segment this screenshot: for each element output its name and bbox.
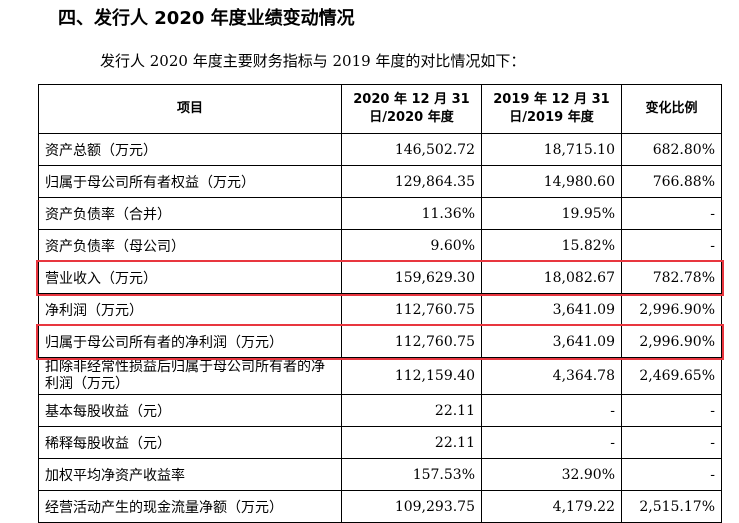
table-row: 归属于母公司所有者权益（万元） 129,864.35 14,980.60 766… [38,165,722,198]
row-item: 营业收入（万元） [38,261,342,294]
row-change: - [621,426,722,459]
row-2019-value: 4,364.78 [481,357,622,395]
row-2020-value: 112,159.40 [341,357,482,395]
row-change: - [621,458,722,491]
row-item: 经营活动产生的现金流量净额（万元） [38,490,342,523]
row-2019-value: 32.90% [481,458,622,491]
row-item: 加权平均净资产收益率 [38,458,342,491]
table-row: 加权平均净资产收益率 157.53% 32.90% - [38,458,722,491]
row-2020-value: 9.60% [341,229,482,262]
row-2020-value: 157.53% [341,458,482,491]
header-2019: 2019 年 12 月 31 日/2019 年度 [481,84,622,134]
row-change: - [621,197,722,230]
row-2019-value: 18,715.10 [481,133,622,166]
row-item: 稀释每股收益（元） [38,426,342,459]
row-item: 资产负债率（合并） [38,197,342,230]
row-2020-value: 159,629.30 [341,261,482,294]
row-2020-value: 22.11 [341,394,482,427]
row-2019-value: - [481,426,622,459]
row-change: 2,515.17% [621,490,722,523]
row-2020-value: 112,760.75 [341,293,482,326]
row-change: - [621,394,722,427]
row-2019-value: 15.82% [481,229,622,262]
header-change: 变化比例 [621,84,722,134]
row-item: 归属于母公司所有者权益（万元） [38,165,342,198]
header-2020: 2020 年 12 月 31 日/2020 年度 [341,84,482,134]
row-2020-value: 11.36% [341,197,482,230]
row-change: 2,469.65% [621,357,722,395]
row-2020-value: 22.11 [341,426,482,459]
row-2019-value: 3,641.09 [481,293,622,326]
row-item: 扣除非经常性损益后归属于母公司所有者的净利润（万元） [38,357,342,395]
table-row: 扣除非经常性损益后归属于母公司所有者的净利润（万元） 112,159.40 4,… [38,357,722,395]
header-item: 项目 [38,84,342,134]
row-2020-value: 146,502.72 [341,133,482,166]
row-2019-value: 4,179.22 [481,490,622,523]
row-2019-value: 3,641.09 [481,325,622,358]
table-row: 经营活动产生的现金流量净额（万元） 109,293.75 4,179.22 2,… [38,490,722,523]
row-change: 2,996.90% [621,325,722,358]
table-row: 资产负债率（合并） 11.36% 19.95% - [38,197,722,230]
row-item: 资产负债率（母公司） [38,229,342,262]
row-change: - [621,229,722,262]
row-change: 782.78% [621,261,722,294]
table-row: 稀释每股收益（元） 22.11 - - [38,426,722,459]
row-2020-value: 109,293.75 [341,490,482,523]
table-row: 营业收入（万元） 159,629.30 18,082.67 782.78% [38,261,722,294]
intro-text: 发行人 2020 年度主要财务指标与 2019 年度的对比情况如下： [100,52,526,70]
row-2019-value: 19.95% [481,197,622,230]
financial-comparison-table: 项目 2020 年 12 月 31 日/2020 年度 2019 年 12 月 … [38,84,722,523]
table-row: 归属于母公司所有者的净利润（万元） 112,760.75 3,641.09 2,… [38,325,722,358]
row-change: 766.88% [621,165,722,198]
highlight-box-revenue [35,259,724,296]
highlight-box-parent-net-profit [35,323,724,360]
row-item: 归属于母公司所有者的净利润（万元） [38,325,342,358]
row-item: 净利润（万元） [38,293,342,326]
table-header-row: 项目 2020 年 12 月 31 日/2020 年度 2019 年 12 月 … [38,84,722,134]
table-row: 净利润（万元） 112,760.75 3,641.09 2,996.90% [38,293,722,326]
row-item: 基本每股收益（元） [38,394,342,427]
table-row: 资产负债率（母公司） 9.60% 15.82% - [38,229,722,262]
row-change: 682.80% [621,133,722,166]
table-row: 资产总额（万元） 146,502.72 18,715.10 682.80% [38,133,722,166]
row-item: 资产总额（万元） [38,133,342,166]
section-heading: 四、发行人 2020 年度业绩变动情况 [58,8,355,29]
row-2020-value: 129,864.35 [341,165,482,198]
row-2019-value: 14,980.60 [481,165,622,198]
row-change: 2,996.90% [621,293,722,326]
row-2019-value: - [481,394,622,427]
table-row: 基本每股收益（元） 22.11 - - [38,394,722,427]
